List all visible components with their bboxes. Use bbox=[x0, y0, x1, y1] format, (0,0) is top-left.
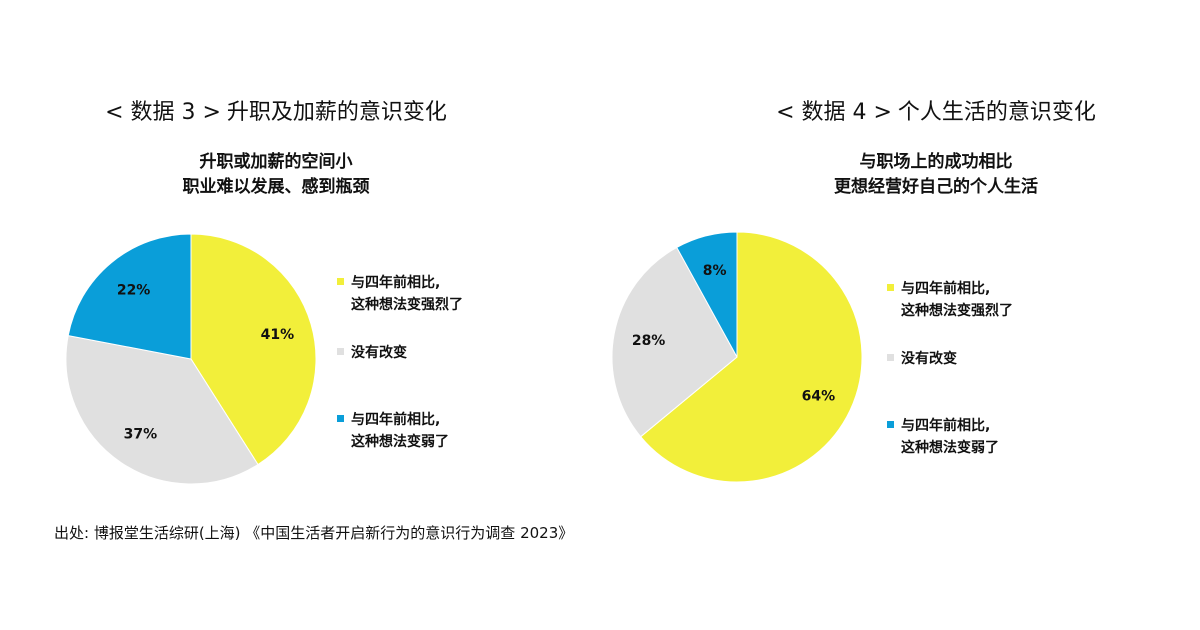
pie-slice-weaker bbox=[67, 233, 192, 360]
pie-slice-stronger bbox=[639, 231, 863, 483]
legend-swatch bbox=[887, 284, 894, 291]
pie-slice-weaker bbox=[676, 231, 738, 358]
panel-heading-text: 个人生活的意识变化 bbox=[897, 100, 1096, 125]
chart-panel-2: < 数据 4 > 个人生活的意识变化 与职场上的成功相比 更想经营好自己的个人生… bbox=[600, 0, 1200, 520]
legend-label-line: 与四年前相比, bbox=[351, 275, 441, 291]
pie-slice-unchanged bbox=[65, 334, 259, 485]
chart-title-line: 更想经营好自己的个人生活 bbox=[834, 177, 1038, 197]
pie-slice-stronger bbox=[190, 233, 317, 466]
legend-swatch bbox=[887, 421, 894, 428]
panel-heading: < 数据 4 > 个人生活的意识变化 bbox=[636, 94, 1200, 126]
chart-panel-1: < 数据 3 > 升职及加薪的意识变化 升职或加薪的空间小 职业难以发展、感到瓶… bbox=[0, 0, 600, 520]
chart-title: 与职场上的成功相比 更想经营好自己的个人生活 bbox=[636, 150, 1200, 200]
panel-heading-text: 升职及加薪的意识变化 bbox=[226, 100, 447, 125]
data-label-weaker: 22% bbox=[117, 283, 151, 299]
legend-swatch bbox=[337, 348, 344, 355]
data-label-stronger: 41% bbox=[261, 327, 295, 343]
pie-chart: 64% 28% 8% bbox=[611, 231, 863, 483]
legend-label-line: 这种想法变强烈了 bbox=[351, 297, 463, 313]
data-label-stronger: 64% bbox=[802, 388, 836, 404]
legend-swatch bbox=[337, 415, 344, 422]
legend-label-line: 这种想法变强烈了 bbox=[901, 303, 1013, 319]
data-label-weaker: 8% bbox=[703, 263, 727, 279]
legend-label-line: 这种想法变弱了 bbox=[351, 434, 449, 450]
chart-title: 升职或加薪的空间小 职业难以发展、感到瓶颈 bbox=[0, 150, 576, 200]
legend-label-line: 与四年前相比, bbox=[901, 281, 991, 297]
legend-label-line: 与四年前相比, bbox=[901, 418, 991, 434]
legend-swatch bbox=[887, 354, 894, 361]
legend-label-line: 没有改变 bbox=[351, 345, 407, 361]
chart-title-line: 与职场上的成功相比 bbox=[859, 152, 1013, 172]
panel-heading: < 数据 3 > 升职及加薪的意识变化 bbox=[0, 94, 576, 126]
data-label-unchanged: 37% bbox=[124, 426, 158, 442]
legend-label-line: 没有改变 bbox=[901, 351, 957, 367]
legend-label-line: 这种想法变弱了 bbox=[901, 440, 999, 456]
chart-title-line: 升职或加薪的空间小 bbox=[199, 152, 353, 172]
panel-heading-prefix: < 数据 3 > bbox=[105, 100, 221, 125]
source-note: 出处: 博报堂生活综研(上海) 《中国生活者开启新行为的意识行为调查 2023》 bbox=[54, 524, 574, 542]
pie-chart: 41% 37% 22% bbox=[65, 233, 317, 485]
panel-heading-prefix: < 数据 4 > bbox=[776, 100, 892, 125]
pie-slice-unchanged bbox=[611, 246, 738, 438]
chart-title-line: 职业难以发展、感到瓶颈 bbox=[182, 177, 370, 197]
legend-swatch bbox=[337, 278, 344, 285]
data-label-unchanged: 28% bbox=[632, 333, 666, 349]
legend-label-line: 与四年前相比, bbox=[351, 412, 441, 428]
